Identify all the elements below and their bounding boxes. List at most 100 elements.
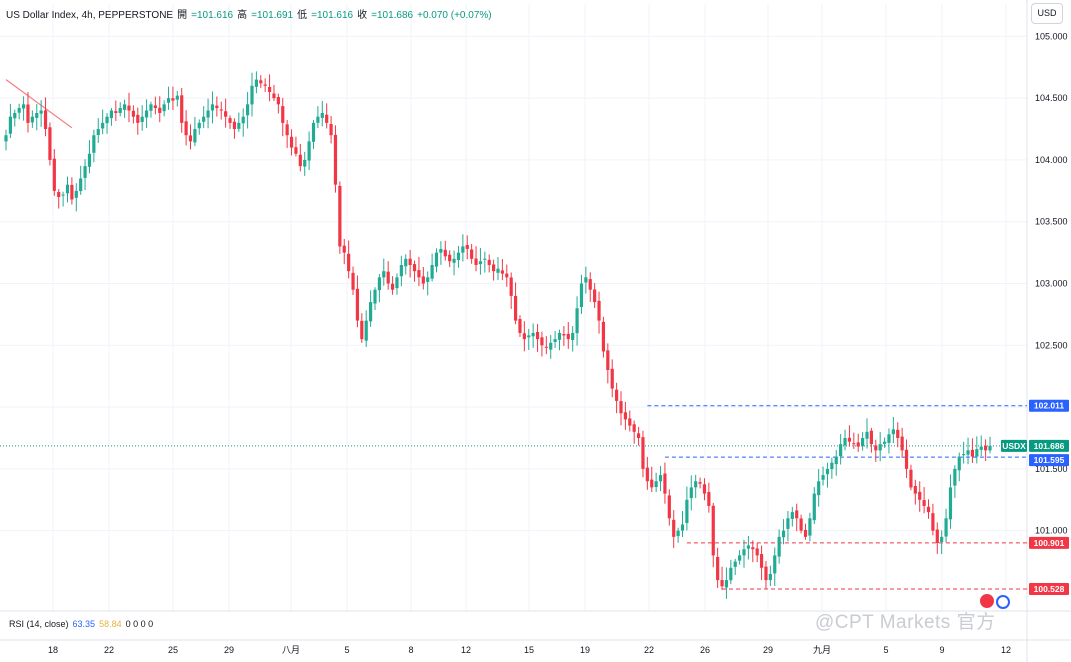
candle-body	[843, 437, 847, 446]
candle-body	[228, 118, 232, 123]
candle-body	[487, 259, 491, 265]
candle-body	[601, 321, 606, 352]
candle-body	[215, 105, 219, 109]
trendline	[5, 79, 73, 129]
candle-body	[672, 519, 676, 537]
candle-body	[206, 110, 210, 118]
candle-body	[944, 518, 948, 537]
candle-body	[676, 530, 680, 537]
candle-body	[698, 482, 702, 484]
candle-body	[984, 445, 988, 451]
candle-body	[136, 114, 140, 123]
candle-body	[874, 445, 878, 451]
candle-body	[513, 295, 518, 321]
candle-body	[650, 479, 654, 488]
candle-body	[913, 485, 917, 494]
candle-body	[96, 129, 100, 136]
candle-body	[329, 124, 333, 136]
x-tick-label: 29	[763, 645, 773, 655]
candle-body	[957, 456, 961, 471]
candle-body	[628, 418, 632, 426]
candle-body	[439, 248, 443, 253]
candle-body	[188, 135, 193, 142]
candle-body	[825, 468, 830, 475]
candle-body	[465, 244, 469, 249]
candle-body	[83, 166, 87, 178]
candle-body	[948, 487, 953, 520]
candle-body	[272, 93, 276, 99]
candle-body	[303, 159, 307, 167]
candle-body	[812, 493, 816, 521]
candle-body	[685, 499, 689, 524]
candle-body	[839, 444, 843, 457]
price-label-bg	[1001, 439, 1027, 452]
candle-body	[219, 109, 223, 111]
candle-body	[373, 289, 377, 304]
candle-body	[632, 424, 636, 432]
candle-body	[180, 95, 184, 123]
x-tick-label: 15	[524, 645, 534, 655]
candle-body	[931, 513, 935, 531]
x-tick-label: 22	[104, 645, 114, 655]
low-value: =101.616	[311, 10, 354, 21]
candle-body	[610, 368, 614, 389]
candle-body	[417, 270, 421, 278]
candle-body	[105, 116, 109, 124]
candle-body	[492, 264, 496, 272]
candle-body	[887, 434, 891, 443]
candle-body	[364, 320, 368, 341]
x-tick-label: 29	[224, 645, 234, 655]
candle-body	[246, 104, 250, 116]
x-tick-label: 5	[883, 645, 888, 655]
candle-body	[171, 98, 175, 101]
rsi-value: 63.35	[72, 619, 96, 629]
candle-body	[294, 147, 298, 154]
x-tick-label: 19	[580, 645, 590, 655]
candle-body	[636, 433, 641, 438]
price-label: USDX	[1002, 441, 1026, 451]
candle-body	[26, 104, 30, 123]
candle-body	[817, 481, 821, 496]
y-tick-label: 103.000	[1035, 279, 1068, 289]
price-label-bg	[1029, 399, 1069, 412]
candle-body	[250, 85, 254, 105]
candle-body	[597, 300, 601, 321]
candle-body	[799, 518, 803, 531]
candle-body	[285, 124, 289, 136]
candle-body	[852, 443, 856, 445]
candle-body	[654, 481, 658, 488]
candle-body	[461, 246, 465, 253]
candle-body	[861, 437, 865, 447]
candle-body	[254, 79, 258, 87]
candle-body	[707, 492, 711, 506]
candle-body	[781, 530, 786, 538]
candle-body	[724, 580, 729, 588]
candle-body	[35, 112, 39, 118]
candle-body	[777, 536, 781, 557]
y-tick-label: 102.500	[1035, 340, 1068, 350]
watermark-logo-icon	[980, 594, 994, 608]
candle-body	[79, 178, 83, 192]
candle-body	[377, 277, 381, 291]
candle-body	[144, 110, 149, 118]
candle-body	[452, 258, 456, 263]
currency-button[interactable]: USD	[1031, 3, 1063, 24]
candle-body	[904, 449, 909, 469]
x-tick-label: 26	[700, 645, 710, 655]
candle-body	[909, 469, 913, 488]
low-label: 低	[297, 10, 308, 21]
price-label: 100.528	[1034, 584, 1065, 594]
candle-body	[316, 116, 320, 123]
symbol-title: US Dollar Index, 4h, PEPPERSTONE	[6, 10, 174, 21]
candle-body	[241, 116, 245, 124]
candle-body	[803, 529, 808, 537]
candle-body	[70, 184, 74, 200]
x-tick-label: 9	[939, 645, 944, 655]
candle-body	[408, 258, 412, 265]
candle-body	[711, 505, 715, 556]
candle-body	[430, 264, 434, 279]
candle-body	[900, 436, 904, 451]
high-label: 高	[237, 10, 248, 21]
change-value: +0.070 (+0.07%)	[417, 10, 492, 21]
